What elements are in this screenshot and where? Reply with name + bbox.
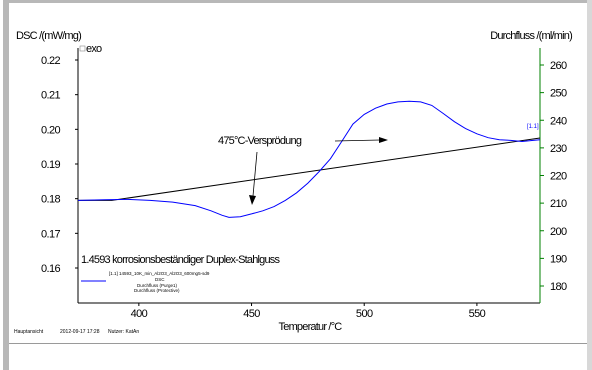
right-tick-label: 260 xyxy=(550,60,567,72)
left-axis-label: DSC /(mW/mg) xyxy=(16,30,81,42)
footer-view-label: Hauptansicht xyxy=(14,329,44,335)
footer-divider xyxy=(9,343,587,344)
legend-line-4: Durchfluss (Protective) xyxy=(134,288,180,293)
footer-user: Nutzer: KatAn xyxy=(108,329,139,335)
legend-line-2: DSC xyxy=(155,277,165,282)
annotation-arrow-down-head xyxy=(249,195,256,205)
left-tick-label: 0.19 xyxy=(41,159,60,171)
exo-icon xyxy=(79,45,86,52)
x-axis-label: Temperatur /°C xyxy=(279,321,343,333)
left-tick-label: 0.16 xyxy=(41,263,60,275)
annotation-arrow-right-head xyxy=(379,137,388,143)
series-line-purge xyxy=(78,137,541,201)
left-tick-label: 0.17 xyxy=(41,228,60,240)
exo-label: exo xyxy=(86,43,102,55)
left-tick-label: 0.22 xyxy=(41,55,60,67)
x-tick-label: 550 xyxy=(469,308,486,320)
legend-line-3: Durchfluss (Purge1) xyxy=(137,283,178,288)
right-tick-label: 240 xyxy=(550,115,567,127)
annotation-arrow-down xyxy=(252,151,258,197)
right-tick-label: 230 xyxy=(550,143,567,155)
right-tick-label: 210 xyxy=(550,198,567,210)
left-tick-label: 0.21 xyxy=(41,90,60,102)
right-tick-label: 190 xyxy=(550,253,567,265)
footer-timestamp: 2012-09-17 17:28 xyxy=(60,329,100,335)
left-tick-label: 0.20 xyxy=(41,124,60,136)
legend-line-1: [1.1] 14593_10K_min_Al2O3_Al2O3_600mg5-s… xyxy=(109,271,210,276)
right-tick-label: 250 xyxy=(550,88,567,100)
right-tick-label: 200 xyxy=(550,226,567,238)
annotation-label: 475°C-Versprödung xyxy=(218,135,302,147)
right-tick-label: 220 xyxy=(550,171,567,183)
x-tick-label: 450 xyxy=(243,308,260,320)
series-line-dsc xyxy=(77,100,541,218)
right-tick-label: 180 xyxy=(550,281,567,293)
annotation-arrow-right xyxy=(334,139,381,142)
x-tick-label: 400 xyxy=(131,308,148,320)
window-frame-left xyxy=(3,0,9,370)
series-end-marker: [1.1] xyxy=(527,124,539,130)
sample-title: 1.4593 korrosionsbeständiger Duplex-Stah… xyxy=(81,254,280,266)
left-tick-label: 0.18 xyxy=(41,194,60,206)
x-tick-label: 500 xyxy=(356,308,373,320)
right-axis-label: Durchfluss /(ml/min) xyxy=(490,30,572,42)
window-frame-right xyxy=(587,0,592,370)
window-frame-top xyxy=(3,0,592,3)
